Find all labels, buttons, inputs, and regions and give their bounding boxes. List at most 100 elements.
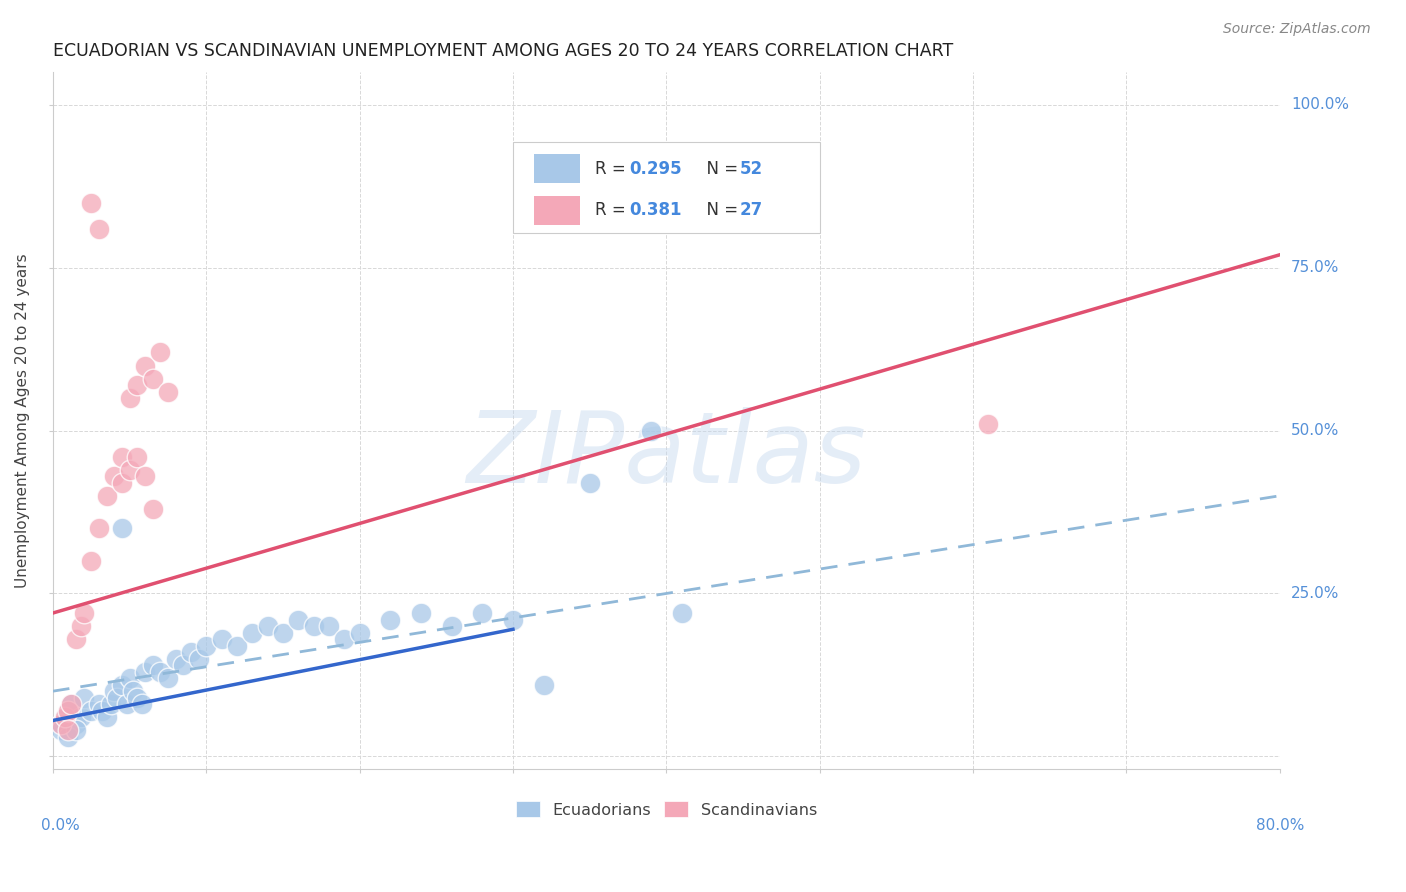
Point <box>115 697 138 711</box>
Point <box>380 613 402 627</box>
Point <box>100 697 122 711</box>
Point <box>111 475 134 490</box>
Point <box>53 710 76 724</box>
Point <box>349 625 371 640</box>
Y-axis label: Unemployment Among Ages 20 to 24 years: Unemployment Among Ages 20 to 24 years <box>15 253 30 588</box>
Point <box>58 704 80 718</box>
Point <box>271 625 294 640</box>
Point <box>96 710 118 724</box>
Point <box>72 690 94 705</box>
Point <box>256 619 278 633</box>
FancyBboxPatch shape <box>534 154 581 183</box>
Point <box>80 554 103 568</box>
Text: 0.295: 0.295 <box>630 160 682 178</box>
Point <box>103 469 125 483</box>
Text: 0.381: 0.381 <box>630 202 682 219</box>
Text: 0.0%: 0.0% <box>41 818 79 833</box>
Text: 27: 27 <box>740 202 763 219</box>
Point <box>165 651 187 665</box>
Point <box>91 704 114 718</box>
Point <box>471 606 494 620</box>
Point <box>149 665 172 679</box>
Point <box>640 424 662 438</box>
Point <box>134 665 156 679</box>
Point <box>111 521 134 535</box>
Point <box>502 613 524 627</box>
Text: ZIPatlas: ZIPatlas <box>467 408 866 504</box>
Point <box>127 450 149 464</box>
Point <box>226 639 249 653</box>
Point <box>49 716 72 731</box>
Text: N =: N = <box>696 160 744 178</box>
Point <box>105 690 128 705</box>
Point <box>187 651 209 665</box>
Point <box>131 697 153 711</box>
Point <box>127 690 149 705</box>
Point <box>80 704 103 718</box>
Point <box>49 716 72 731</box>
Point <box>440 619 463 633</box>
Point <box>142 501 165 516</box>
Text: 50.0%: 50.0% <box>1291 423 1339 438</box>
Text: N =: N = <box>696 202 744 219</box>
Point <box>103 684 125 698</box>
Point <box>409 606 432 620</box>
Text: 25.0%: 25.0% <box>1291 586 1339 601</box>
Point <box>87 697 110 711</box>
Text: Source: ZipAtlas.com: Source: ZipAtlas.com <box>1223 22 1371 37</box>
Point <box>134 469 156 483</box>
Point <box>211 632 233 646</box>
Point <box>111 450 134 464</box>
FancyBboxPatch shape <box>534 195 581 225</box>
Point <box>127 378 149 392</box>
Point <box>118 671 141 685</box>
Text: 80.0%: 80.0% <box>1256 818 1305 833</box>
Point <box>121 684 143 698</box>
Point <box>72 606 94 620</box>
Text: R =: R = <box>595 202 631 219</box>
Point <box>87 521 110 535</box>
Text: 100.0%: 100.0% <box>1291 97 1348 112</box>
Point <box>58 723 80 738</box>
Point <box>65 723 87 738</box>
Point <box>87 221 110 235</box>
Point <box>156 671 179 685</box>
Point <box>65 632 87 646</box>
Point <box>118 463 141 477</box>
Point <box>111 678 134 692</box>
Point <box>318 619 340 633</box>
Text: R =: R = <box>595 160 631 178</box>
Point <box>977 417 1000 431</box>
Point <box>156 384 179 399</box>
Point <box>60 697 83 711</box>
Legend: Ecuadorians, Scandinavians: Ecuadorians, Scandinavians <box>509 795 824 824</box>
Point <box>69 710 91 724</box>
Point <box>65 716 87 731</box>
Point <box>80 195 103 210</box>
Point <box>58 704 80 718</box>
Point <box>671 606 693 620</box>
Point <box>134 359 156 373</box>
Text: 52: 52 <box>740 160 763 178</box>
Point <box>578 475 600 490</box>
Point <box>60 697 83 711</box>
Point <box>240 625 263 640</box>
Point <box>118 391 141 405</box>
Point <box>172 658 194 673</box>
Point <box>180 645 202 659</box>
Point <box>149 345 172 359</box>
Point <box>142 371 165 385</box>
Point <box>333 632 356 646</box>
Point <box>302 619 325 633</box>
Point <box>49 723 72 738</box>
FancyBboxPatch shape <box>513 142 820 233</box>
Text: 75.0%: 75.0% <box>1291 260 1339 276</box>
Point <box>53 710 76 724</box>
Point <box>96 489 118 503</box>
Point <box>195 639 218 653</box>
Point <box>142 658 165 673</box>
Point <box>287 613 309 627</box>
Point <box>58 730 80 744</box>
Text: ECUADORIAN VS SCANDINAVIAN UNEMPLOYMENT AMONG AGES 20 TO 24 YEARS CORRELATION CH: ECUADORIAN VS SCANDINAVIAN UNEMPLOYMENT … <box>53 42 953 60</box>
Point <box>533 678 555 692</box>
